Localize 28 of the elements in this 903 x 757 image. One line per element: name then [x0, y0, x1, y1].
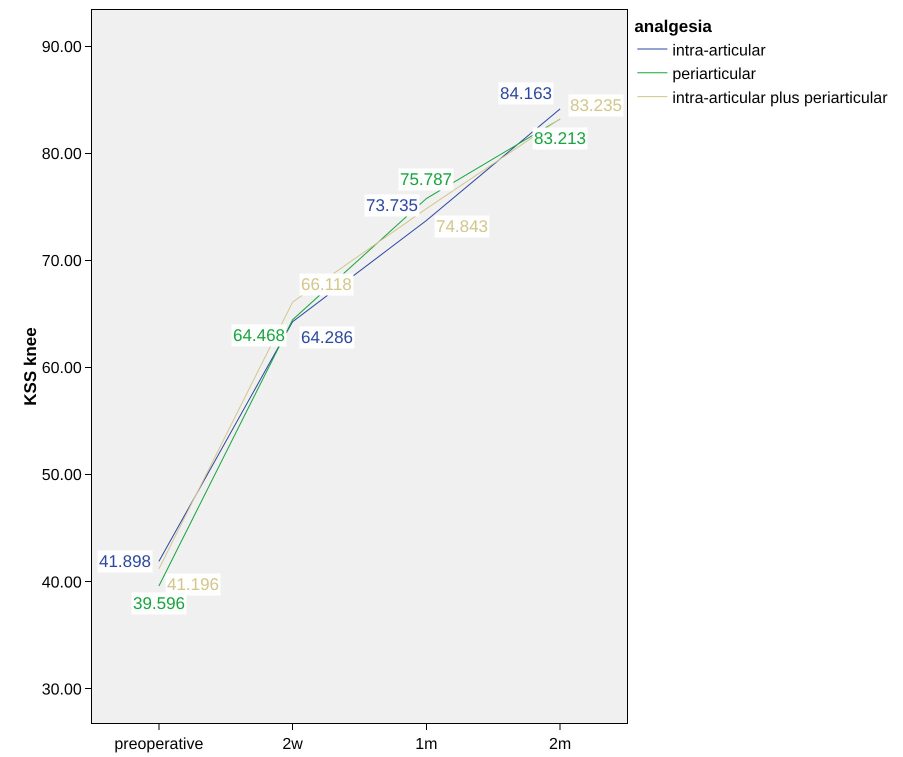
- data-label: 74.843: [436, 217, 488, 236]
- data-label: 64.286: [301, 328, 353, 347]
- data-label: 84.163: [500, 84, 552, 103]
- data-label: 41.898: [99, 552, 151, 571]
- legend-label: intra-articular plus periarticular: [672, 90, 888, 107]
- data-label: 64.468: [233, 326, 285, 345]
- data-label: 73.735: [366, 196, 418, 215]
- legend-title: analgesia: [634, 17, 712, 36]
- x-tick-label: preoperative: [114, 736, 204, 754]
- x-tick-label: 2m: [549, 736, 572, 754]
- y-tick-label: 60.00: [42, 360, 82, 378]
- data-label: 66.118: [301, 275, 352, 294]
- data-label: 75.787: [400, 170, 452, 189]
- y-tick-label: 50.00: [42, 467, 82, 484]
- y-tick-label: 70.00: [42, 253, 82, 270]
- y-tick-label: 40.00: [42, 574, 82, 592]
- data-label: 83.213: [534, 129, 586, 148]
- legend-label: intra-articular: [672, 42, 766, 60]
- data-label: 83.235: [570, 96, 622, 115]
- y-tick-label: 30.00: [42, 681, 82, 698]
- x-tick-label: 2w: [282, 736, 304, 754]
- y-axis-title: KSS knee: [20, 327, 40, 406]
- y-tick-label: 80.00: [42, 146, 82, 164]
- y-tick-label: 90.00: [42, 39, 82, 56]
- legend-label: periarticular: [672, 66, 757, 84]
- data-label: 41.196: [167, 575, 219, 594]
- data-label: 39.596: [133, 594, 185, 613]
- x-tick-label: 1m: [415, 736, 438, 754]
